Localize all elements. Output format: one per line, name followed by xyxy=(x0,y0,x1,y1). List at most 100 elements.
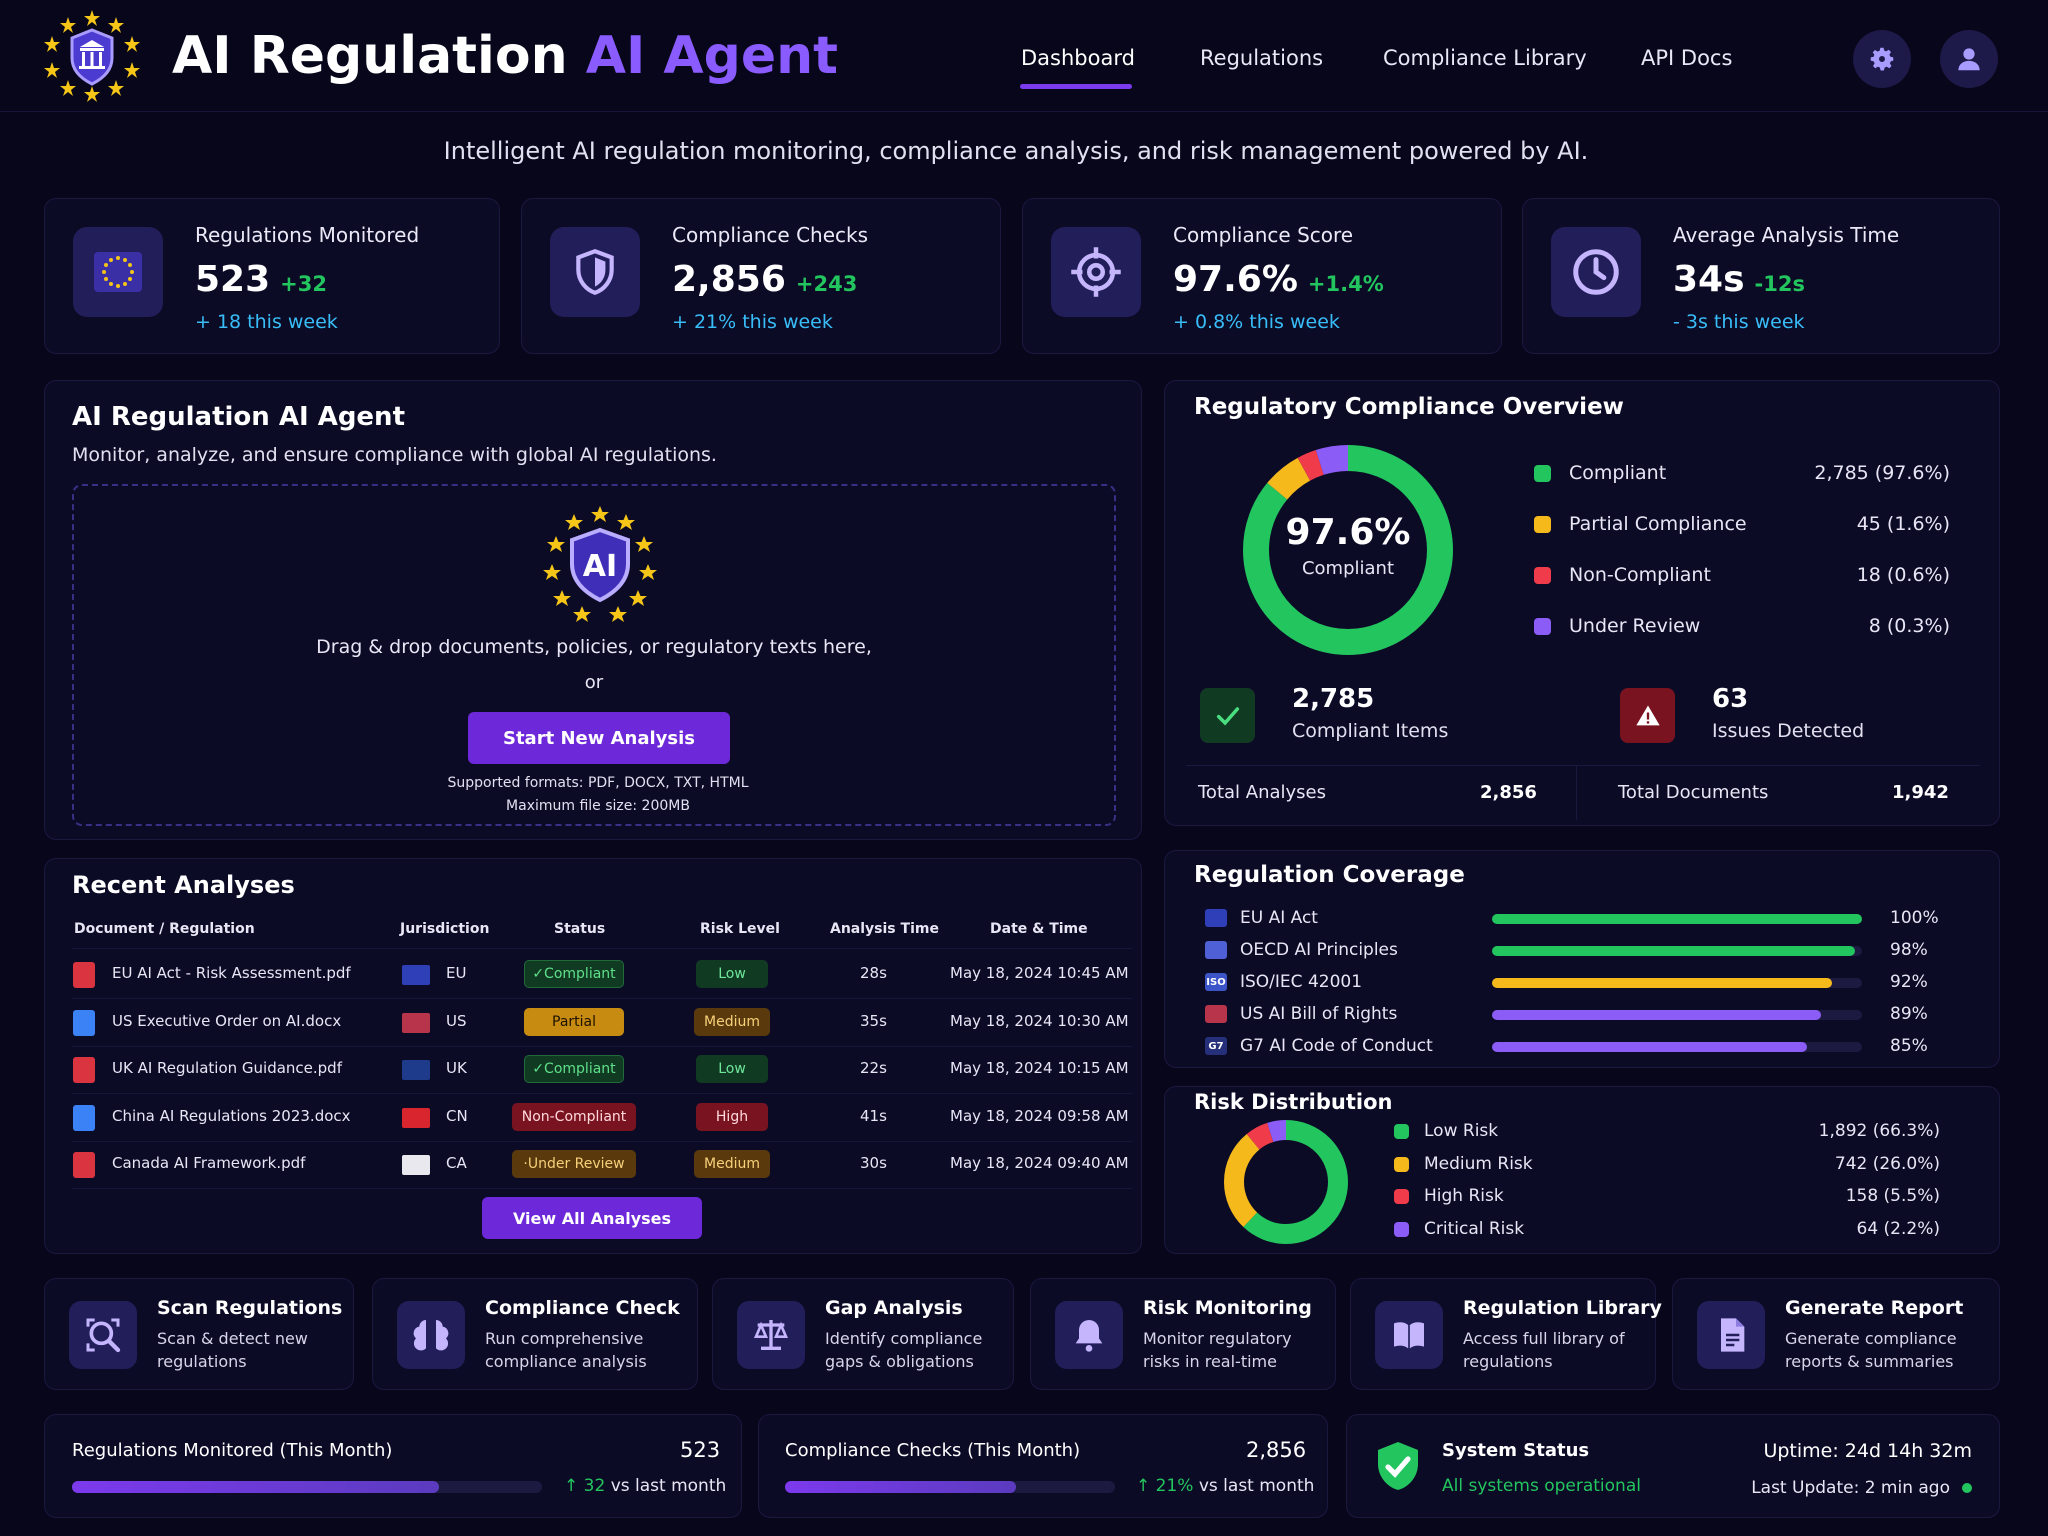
tool-generate-report[interactable]: Generate Report Generate compliance repor… xyxy=(1672,1278,2000,1390)
max-file-size: Maximum file size: 200MB xyxy=(506,798,690,814)
stat-value: 523 +32 xyxy=(195,259,327,300)
analysis-time: 28s xyxy=(860,964,887,982)
recent-analyses-title: Recent Analyses xyxy=(72,871,295,899)
globe-icon xyxy=(1205,941,1227,959)
stat-card-regulations: Regulations Monitored 523 +32 + 18 this w… xyxy=(44,198,500,354)
col-status: Status xyxy=(554,921,606,937)
start-new-analysis-button[interactable]: Start New Analysis xyxy=(468,712,730,764)
tool-compliance-check[interactable]: Compliance Check Run comprehensive compli… xyxy=(372,1278,698,1390)
nav-api-docs[interactable]: API Docs xyxy=(1641,46,1733,70)
compliant-items-value: 2,785 xyxy=(1292,684,1375,714)
divider xyxy=(1186,765,1980,766)
nav-compliance-library[interactable]: Compliance Library xyxy=(1383,46,1587,70)
pdf-file-icon xyxy=(73,1057,95,1083)
regulations-month-track xyxy=(72,1481,542,1493)
document-name[interactable]: UK AI Regulation Guidance.pdf xyxy=(112,1059,342,1077)
document-name[interactable]: Canada AI Framework.pdf xyxy=(112,1154,306,1172)
tool-risk-monitoring[interactable]: Risk Monitoring Monitor regulatory risks … xyxy=(1030,1278,1336,1390)
status-badge: ·Under Review xyxy=(512,1150,636,1178)
stat-value: 97.6% +1.4% xyxy=(1173,259,1384,300)
coverage-track xyxy=(1492,914,1862,924)
iso-icon: ISO xyxy=(1205,973,1227,991)
regulation-coverage-panel xyxy=(1164,850,2000,1068)
app-header: AI Regulation AI Agent Dashboard Regulat… xyxy=(0,0,2048,112)
dropzone-or: or xyxy=(584,672,604,693)
issues-value: 63 xyxy=(1712,684,1749,714)
app-title: AI Regulation AI Agent xyxy=(172,26,839,86)
legend-label: Under Review xyxy=(1569,615,1701,637)
coverage-label: US AI Bill of Rights xyxy=(1240,1004,1398,1024)
risk-badge: Medium xyxy=(694,1007,770,1036)
coverage-bar xyxy=(1492,946,1855,956)
system-status-card xyxy=(1346,1414,2000,1518)
status-badge: Partial xyxy=(524,1007,624,1036)
tool-description: Monitor regulatory risks in real-time xyxy=(1143,1329,1292,1371)
legend-swatch xyxy=(1394,1124,1409,1139)
arrow-up-icon: ↑ xyxy=(1136,1476,1156,1496)
flag-ca-icon xyxy=(402,1155,430,1175)
coverage-label: EU AI Act xyxy=(1240,908,1318,928)
legend-label: Partial Compliance xyxy=(1569,513,1747,535)
tool-scan-regulations[interactable]: Scan Regulations Scan & detect new regula… xyxy=(44,1278,354,1390)
ai-badge-text: AI xyxy=(583,549,617,584)
tool-icon-box xyxy=(69,1301,137,1369)
coverage-label: OECD AI Principles xyxy=(1240,940,1398,960)
col-risk-level: Risk Level xyxy=(700,921,780,937)
jurisdiction: UK xyxy=(446,1059,467,1077)
checks-month-delta: ↑ 21% vs last month xyxy=(1136,1476,1315,1496)
status-badge: Non-Compliant xyxy=(512,1102,636,1131)
user-button[interactable] xyxy=(1940,30,1998,88)
report-icon xyxy=(1721,1318,1745,1352)
settings-button[interactable] xyxy=(1853,30,1911,88)
coverage-percent: 92% xyxy=(1890,972,1928,992)
status-badge: ✓Compliant xyxy=(524,1055,624,1083)
stat-weekly-change: + 21% this week xyxy=(672,311,833,333)
legend-swatch xyxy=(1534,465,1551,482)
tool-title: Regulation Library xyxy=(1463,1297,1662,1319)
stat-label: Compliance Score xyxy=(1173,223,1354,247)
legend-value: 8 (0.3%) xyxy=(1868,615,1950,637)
eu-flag-icon xyxy=(1205,909,1227,927)
legend-swatch xyxy=(1394,1189,1409,1204)
warning-icon xyxy=(1635,705,1660,725)
total-documents-value: 1,942 xyxy=(1892,782,1949,803)
donut-slice-1 xyxy=(1224,1120,1348,1244)
risk-badge: Low xyxy=(696,960,768,988)
flag-eu-icon xyxy=(402,965,430,985)
upload-dropzone[interactable] xyxy=(72,484,1116,826)
document-name[interactable]: China AI Regulations 2023.docx xyxy=(112,1106,351,1125)
legend-label: Compliant xyxy=(1569,462,1667,484)
docx-file-icon xyxy=(73,1104,95,1131)
user-icon xyxy=(1958,48,1980,71)
risk-value: 158 (5.5%) xyxy=(1845,1186,1940,1206)
tool-gap-analysis[interactable]: Gap Analysis Identify compliance gaps & o… xyxy=(712,1278,1014,1390)
brain-icon xyxy=(413,1320,449,1351)
flag-us-icon xyxy=(402,1012,430,1033)
view-all-analyses-button[interactable]: View All Analyses xyxy=(482,1197,702,1239)
analysis-date: May 18, 2024 09:58 AM xyxy=(950,1106,1129,1125)
coverage-track xyxy=(1492,1010,1862,1020)
tool-icon-box xyxy=(1697,1301,1765,1369)
stat-label: Compliance Checks xyxy=(672,223,869,247)
document-name[interactable]: EU AI Act - Risk Assessment.pdf xyxy=(112,964,351,982)
analysis-time: 22s xyxy=(860,1059,887,1077)
document-name[interactable]: US Executive Order on AI.docx xyxy=(112,1011,342,1030)
checks-month-value: 2,856 xyxy=(1246,1438,1307,1462)
nav-regulations[interactable]: Regulations xyxy=(1200,46,1324,70)
tool-description: Scan & detect new regulations xyxy=(157,1329,308,1371)
bell-icon xyxy=(1075,1320,1103,1352)
coverage-bar xyxy=(1492,914,1862,924)
col-analysis-time: Analysis Time xyxy=(830,921,939,937)
checks-month-progress xyxy=(785,1481,1016,1493)
nav-dashboard[interactable]: Dashboard xyxy=(1021,46,1135,70)
legend-value: 2,785 (97.6%) xyxy=(1814,462,1950,484)
risk-badge: High xyxy=(696,1102,768,1131)
compliance-donut-chart xyxy=(1243,445,1453,655)
regulations-month-delta: ↑ 32 vs last month xyxy=(564,1476,727,1496)
tool-regulation-library[interactable]: Regulation Library Access full library of… xyxy=(1350,1278,1662,1390)
divider xyxy=(72,1188,1132,1189)
tool-title: Gap Analysis xyxy=(825,1297,963,1319)
system-status-title: System Status xyxy=(1442,1440,1590,1461)
gear-icon xyxy=(1870,47,1894,71)
stat-weekly-change: - 3s this week xyxy=(1673,311,1805,333)
